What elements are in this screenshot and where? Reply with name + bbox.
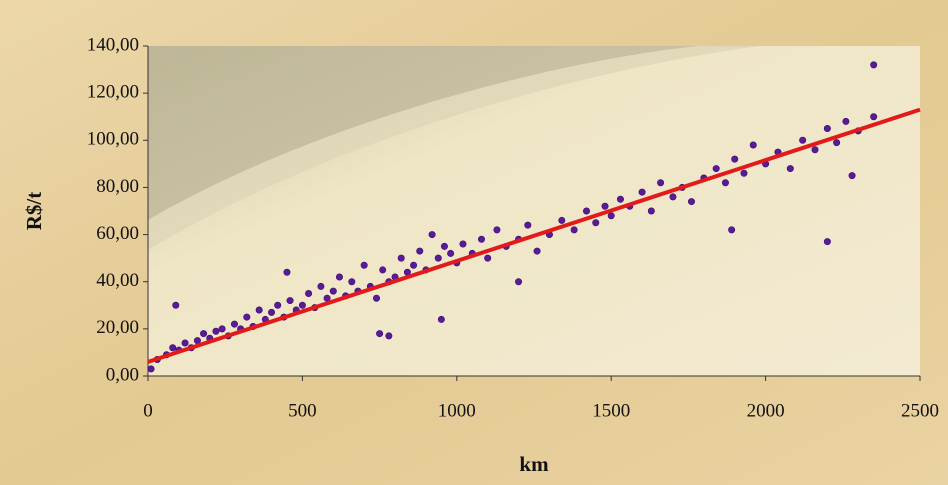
point — [669, 193, 677, 201]
point — [286, 297, 294, 305]
point — [376, 330, 384, 338]
point — [493, 226, 501, 234]
point — [255, 306, 263, 314]
y-tick-label: 80,00 — [96, 176, 139, 197]
y-tick-label: 40,00 — [96, 270, 139, 291]
point — [172, 301, 180, 309]
point — [592, 219, 600, 227]
y-axis-title: R$/t — [22, 192, 46, 231]
point — [721, 179, 729, 187]
x-tick-label: 2000 — [747, 400, 785, 421]
point — [823, 125, 831, 133]
point — [305, 289, 313, 297]
y-tick-label: 100,00 — [87, 129, 139, 150]
point — [712, 165, 720, 173]
point — [484, 254, 492, 262]
point — [218, 325, 226, 333]
point — [410, 261, 418, 269]
point — [348, 278, 356, 286]
point — [558, 216, 566, 224]
point — [181, 339, 189, 347]
point — [533, 247, 541, 255]
point — [379, 266, 387, 274]
point — [842, 117, 850, 125]
point — [786, 165, 794, 173]
point — [811, 146, 819, 154]
point — [833, 139, 841, 147]
point — [274, 301, 282, 309]
point — [434, 254, 442, 262]
x-tick-label: 500 — [288, 400, 317, 421]
y-tick-label: 120,00 — [87, 82, 139, 103]
point — [212, 327, 220, 335]
x-axis-title: km — [519, 452, 549, 476]
y-tick-label: 0,00 — [106, 364, 139, 385]
point — [823, 238, 831, 246]
point — [268, 308, 276, 316]
point — [169, 344, 177, 352]
point — [440, 242, 448, 250]
field-shade — [148, 46, 700, 220]
point — [478, 235, 486, 243]
point — [657, 179, 665, 187]
point — [799, 136, 807, 144]
point — [687, 198, 695, 206]
point — [607, 212, 615, 220]
point — [230, 320, 238, 328]
point — [360, 261, 368, 269]
point — [582, 207, 590, 215]
point — [317, 282, 325, 290]
point — [385, 332, 393, 340]
x-tick-label: 1500 — [592, 400, 630, 421]
trend-line — [147, 107, 921, 364]
point — [329, 287, 337, 295]
point — [428, 231, 436, 239]
point — [335, 273, 343, 281]
point — [515, 278, 523, 286]
point — [647, 207, 655, 215]
y-tick-label: 20,00 — [96, 317, 139, 338]
x-tick-label: 2500 — [901, 400, 939, 421]
y-tick-label: 60,00 — [96, 223, 139, 244]
point — [728, 226, 736, 234]
point — [870, 61, 878, 69]
point — [740, 169, 748, 177]
point — [616, 195, 624, 203]
point — [200, 330, 208, 338]
point — [323, 294, 331, 302]
point — [524, 221, 532, 229]
point — [638, 188, 646, 196]
point — [397, 254, 405, 262]
y-tick-label: 140,00 — [87, 34, 139, 55]
point — [147, 365, 155, 373]
point — [447, 249, 455, 257]
point — [731, 155, 739, 163]
point — [848, 172, 856, 180]
point — [283, 268, 291, 276]
point — [437, 315, 445, 323]
point — [749, 141, 757, 149]
point — [870, 113, 878, 121]
point — [373, 294, 381, 302]
point — [298, 301, 306, 309]
point — [416, 247, 424, 255]
x-tick-label: 1000 — [438, 400, 476, 421]
point — [570, 226, 578, 234]
x-tick-label: 0 — [143, 400, 153, 421]
point — [243, 313, 251, 321]
point — [601, 202, 609, 210]
point — [459, 240, 467, 248]
